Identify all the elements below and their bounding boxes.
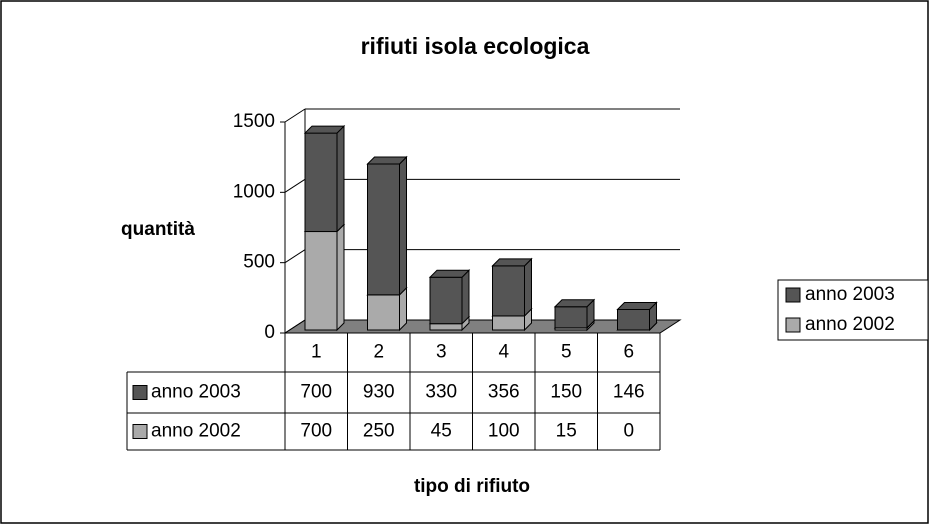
table-value: 146 — [613, 382, 645, 403]
bar — [617, 308, 650, 331]
table-value: 0 — [623, 421, 634, 442]
bar-side — [336, 223, 345, 332]
bar — [367, 294, 400, 331]
bar — [492, 315, 525, 331]
y-tick-label: 1000 — [233, 181, 275, 202]
bar — [304, 231, 338, 331]
y-tick-label: 1500 — [233, 111, 275, 132]
legend-label: anno 2003 — [805, 284, 895, 305]
bar — [429, 323, 463, 331]
table-value: 45 — [431, 421, 452, 442]
table-value: 250 — [363, 421, 395, 442]
grid-line — [284, 108, 306, 123]
bar-top — [303, 125, 346, 134]
legend-key — [785, 287, 801, 303]
table-row-label: anno 2002 — [151, 421, 241, 442]
bar-top — [428, 269, 471, 278]
table-row-label: anno 2003 — [151, 382, 241, 403]
bar-top — [491, 258, 533, 267]
x-tick-label: 6 — [623, 342, 634, 363]
x-axis-label: tipo di rifiuto — [414, 476, 530, 497]
y-axis-label: quantità — [121, 219, 195, 240]
table-legend-key — [132, 385, 148, 400]
legend-box — [777, 279, 929, 341]
bar-side — [524, 257, 532, 318]
bar-top — [616, 301, 658, 310]
x-tick-label: 1 — [311, 342, 322, 363]
bar-side — [336, 124, 345, 233]
table-value: 100 — [488, 421, 520, 442]
legend-label: anno 2002 — [805, 314, 895, 335]
grid-line — [284, 249, 306, 264]
bar-top — [366, 156, 408, 165]
table-value: 700 — [300, 382, 332, 403]
bar — [429, 276, 463, 325]
x-tick-label: 3 — [436, 342, 447, 363]
chart-title: rifiuti isola ecologica — [361, 33, 590, 59]
bar-side — [399, 155, 407, 297]
table-legend-key — [132, 424, 148, 439]
bar-side — [461, 269, 470, 325]
x-tick-label: 2 — [373, 342, 384, 363]
bar — [367, 163, 400, 296]
table-value: 150 — [550, 382, 582, 403]
bar — [554, 306, 588, 329]
bar-top — [553, 299, 596, 308]
legend-key — [785, 317, 801, 333]
y-tick-label: 500 — [243, 252, 275, 273]
table-value: 15 — [556, 421, 577, 442]
grid-line — [284, 178, 306, 193]
table-value: 700 — [300, 421, 332, 442]
grid-line — [284, 319, 306, 334]
bar — [304, 132, 338, 233]
table-value: 930 — [363, 382, 395, 403]
x-tick-label: 5 — [561, 342, 572, 363]
table-value: 330 — [425, 382, 457, 403]
table-value: 356 — [488, 382, 520, 403]
bar — [492, 265, 525, 317]
x-tick-label: 4 — [498, 342, 509, 363]
y-tick-label: 0 — [264, 322, 275, 343]
